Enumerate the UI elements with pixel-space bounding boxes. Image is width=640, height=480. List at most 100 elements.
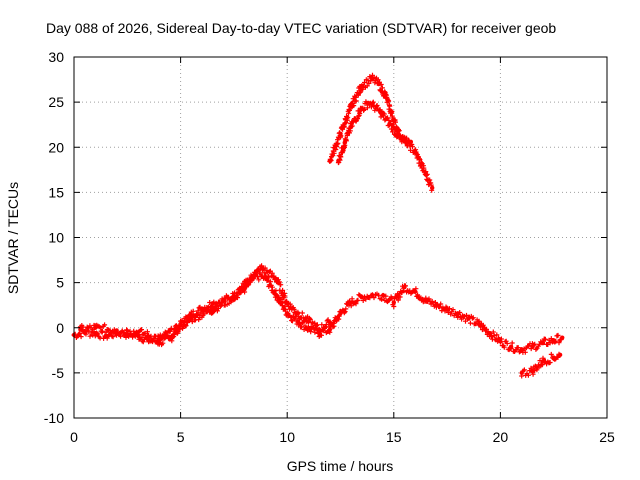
x-tick-label: 20 [493, 429, 509, 445]
data-point [466, 316, 471, 321]
data-point [338, 311, 343, 316]
data-point [508, 344, 514, 349]
data-point [348, 104, 354, 109]
data-point [295, 311, 301, 316]
data-point [370, 76, 375, 81]
data-point [391, 300, 396, 305]
data-point [476, 321, 482, 327]
data-point [285, 301, 290, 306]
grid-lines [74, 57, 607, 418]
data-point [157, 339, 162, 345]
data-point [93, 330, 98, 336]
y-tick-label: 25 [48, 94, 64, 110]
y-tick-label: 0 [56, 320, 64, 336]
y-tick-label: 10 [48, 230, 64, 246]
data-point [157, 336, 162, 341]
y-tick-label: 15 [48, 184, 64, 200]
data-point [167, 337, 173, 342]
data-point [359, 83, 365, 89]
data-series [71, 72, 565, 379]
data-point [174, 327, 179, 332]
data-point [342, 140, 347, 145]
data-point [370, 293, 375, 298]
series-peak-lower [335, 99, 414, 166]
data-point [530, 368, 535, 374]
x-tick-label: 5 [177, 429, 185, 445]
data-point [540, 340, 546, 346]
data-point [429, 185, 435, 191]
data-point [316, 327, 322, 332]
data-point [560, 335, 565, 340]
data-point [114, 328, 119, 333]
data-point [412, 289, 418, 294]
data-point [135, 330, 141, 335]
data-point [103, 333, 109, 339]
data-point [408, 139, 414, 145]
data-point [434, 302, 439, 308]
data-point [404, 141, 409, 146]
data-point [357, 108, 362, 114]
data-point [391, 117, 396, 123]
data-point [530, 344, 535, 349]
data-point [366, 100, 371, 106]
series-band-b [77, 263, 333, 343]
data-point [370, 102, 375, 108]
data-point [395, 133, 401, 138]
data-point [274, 276, 279, 282]
data-point [376, 81, 382, 87]
data-point [274, 293, 279, 298]
y-tick-label: 5 [56, 275, 64, 291]
axis-ticks: 0 5 10 15 20 25 -10 -5 0 5 10 15 20 25 30 [44, 49, 615, 445]
data-point [519, 347, 524, 352]
data-point [231, 294, 237, 300]
data-point [248, 275, 254, 281]
data-point [285, 311, 290, 316]
data-point [387, 121, 392, 126]
data-point [423, 172, 428, 177]
data-point [383, 92, 388, 98]
data-point [378, 110, 384, 116]
y-tick-label: -10 [44, 410, 64, 426]
data-point [295, 319, 301, 324]
data-point [348, 300, 354, 305]
y-axis-label: SDTVAR / TECUs [5, 182, 21, 294]
data-point [359, 294, 365, 300]
data-point [423, 298, 428, 303]
data-point [551, 338, 556, 343]
data-point [327, 327, 333, 332]
data-point [199, 306, 205, 311]
data-point [487, 330, 492, 336]
y-tick-label: 30 [48, 49, 64, 65]
x-tick-label: 10 [279, 429, 295, 445]
data-point [93, 325, 98, 330]
data-point [327, 320, 333, 325]
data-point [338, 131, 343, 136]
x-tick-label: 0 [70, 429, 78, 445]
data-point [402, 284, 407, 290]
data-point [327, 158, 333, 163]
data-point [412, 149, 418, 154]
data-point [498, 339, 503, 344]
data-point [306, 319, 311, 324]
data-point [348, 124, 354, 129]
data-point [557, 352, 563, 358]
data-point [551, 355, 556, 360]
data-point [210, 307, 215, 312]
data-point [78, 327, 83, 332]
y-tick-label: 20 [48, 139, 64, 155]
data-point [444, 307, 450, 312]
data-point [380, 293, 386, 298]
data-point [259, 265, 264, 271]
data-point [540, 358, 546, 364]
data-point [306, 326, 311, 331]
y-tick-label: -5 [52, 365, 65, 381]
data-point [455, 311, 460, 316]
data-point [519, 370, 524, 376]
data-point [336, 158, 341, 163]
x-axis-label: GPS time / hours [287, 458, 394, 474]
x-tick-label: 25 [599, 429, 615, 445]
data-point [210, 301, 215, 306]
chart-title: Day 088 of 2026, Sidereal Day-to-day VTE… [46, 20, 556, 36]
